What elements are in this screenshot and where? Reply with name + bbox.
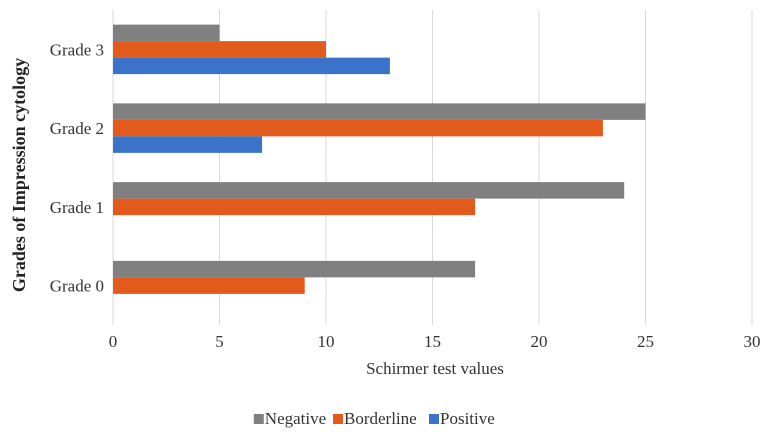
category-label: Grade 2 [50,119,104,138]
x-axis-label: Schirmer test values [366,359,504,378]
category-label: Grade 1 [50,198,104,217]
category-labels: Grade 0 Grade 1 Grade 2 Grade 3 [50,40,104,295]
legend-label-borderline: Borderline [344,409,417,428]
legend: Negative Borderline Positive [253,409,495,428]
legend-label-negative: Negative [265,409,326,428]
x-tick-labels: 0 5 10 15 20 25 30 [109,332,761,351]
bar-borderline-grade-0 [113,277,305,294]
x-tick-label: 15 [424,332,441,351]
bar-negative-grade-2 [113,103,646,120]
x-tick-label: 20 [531,332,548,351]
bar-negative-grade-0 [113,260,476,278]
bar-positive-grade-3 [113,57,390,75]
x-tick-label: 5 [215,332,224,351]
x-tick-label: 30 [744,332,761,351]
y-axis-label: Grades of Impression cytology [9,58,29,292]
bar-negative-grade-3 [113,24,220,42]
x-tick-label: 0 [109,332,118,351]
bar-borderline-grade-3 [113,41,326,58]
bar-negative-grade-1 [113,182,625,199]
legend-swatch-negative [253,414,264,424]
category-label: Grade 3 [50,40,104,59]
bar-borderline-grade-1 [113,198,476,216]
legend-label-positive: Positive [440,409,495,428]
bars [113,24,646,294]
bar-borderline-grade-2 [113,119,603,137]
bar-positive-grade-2 [113,136,263,153]
x-tick-label: 25 [637,332,654,351]
legend-swatch-positive [429,414,439,424]
legend-swatch-borderline [333,414,343,424]
x-tick-label: 10 [318,332,335,351]
category-label: Grade 0 [50,277,104,296]
